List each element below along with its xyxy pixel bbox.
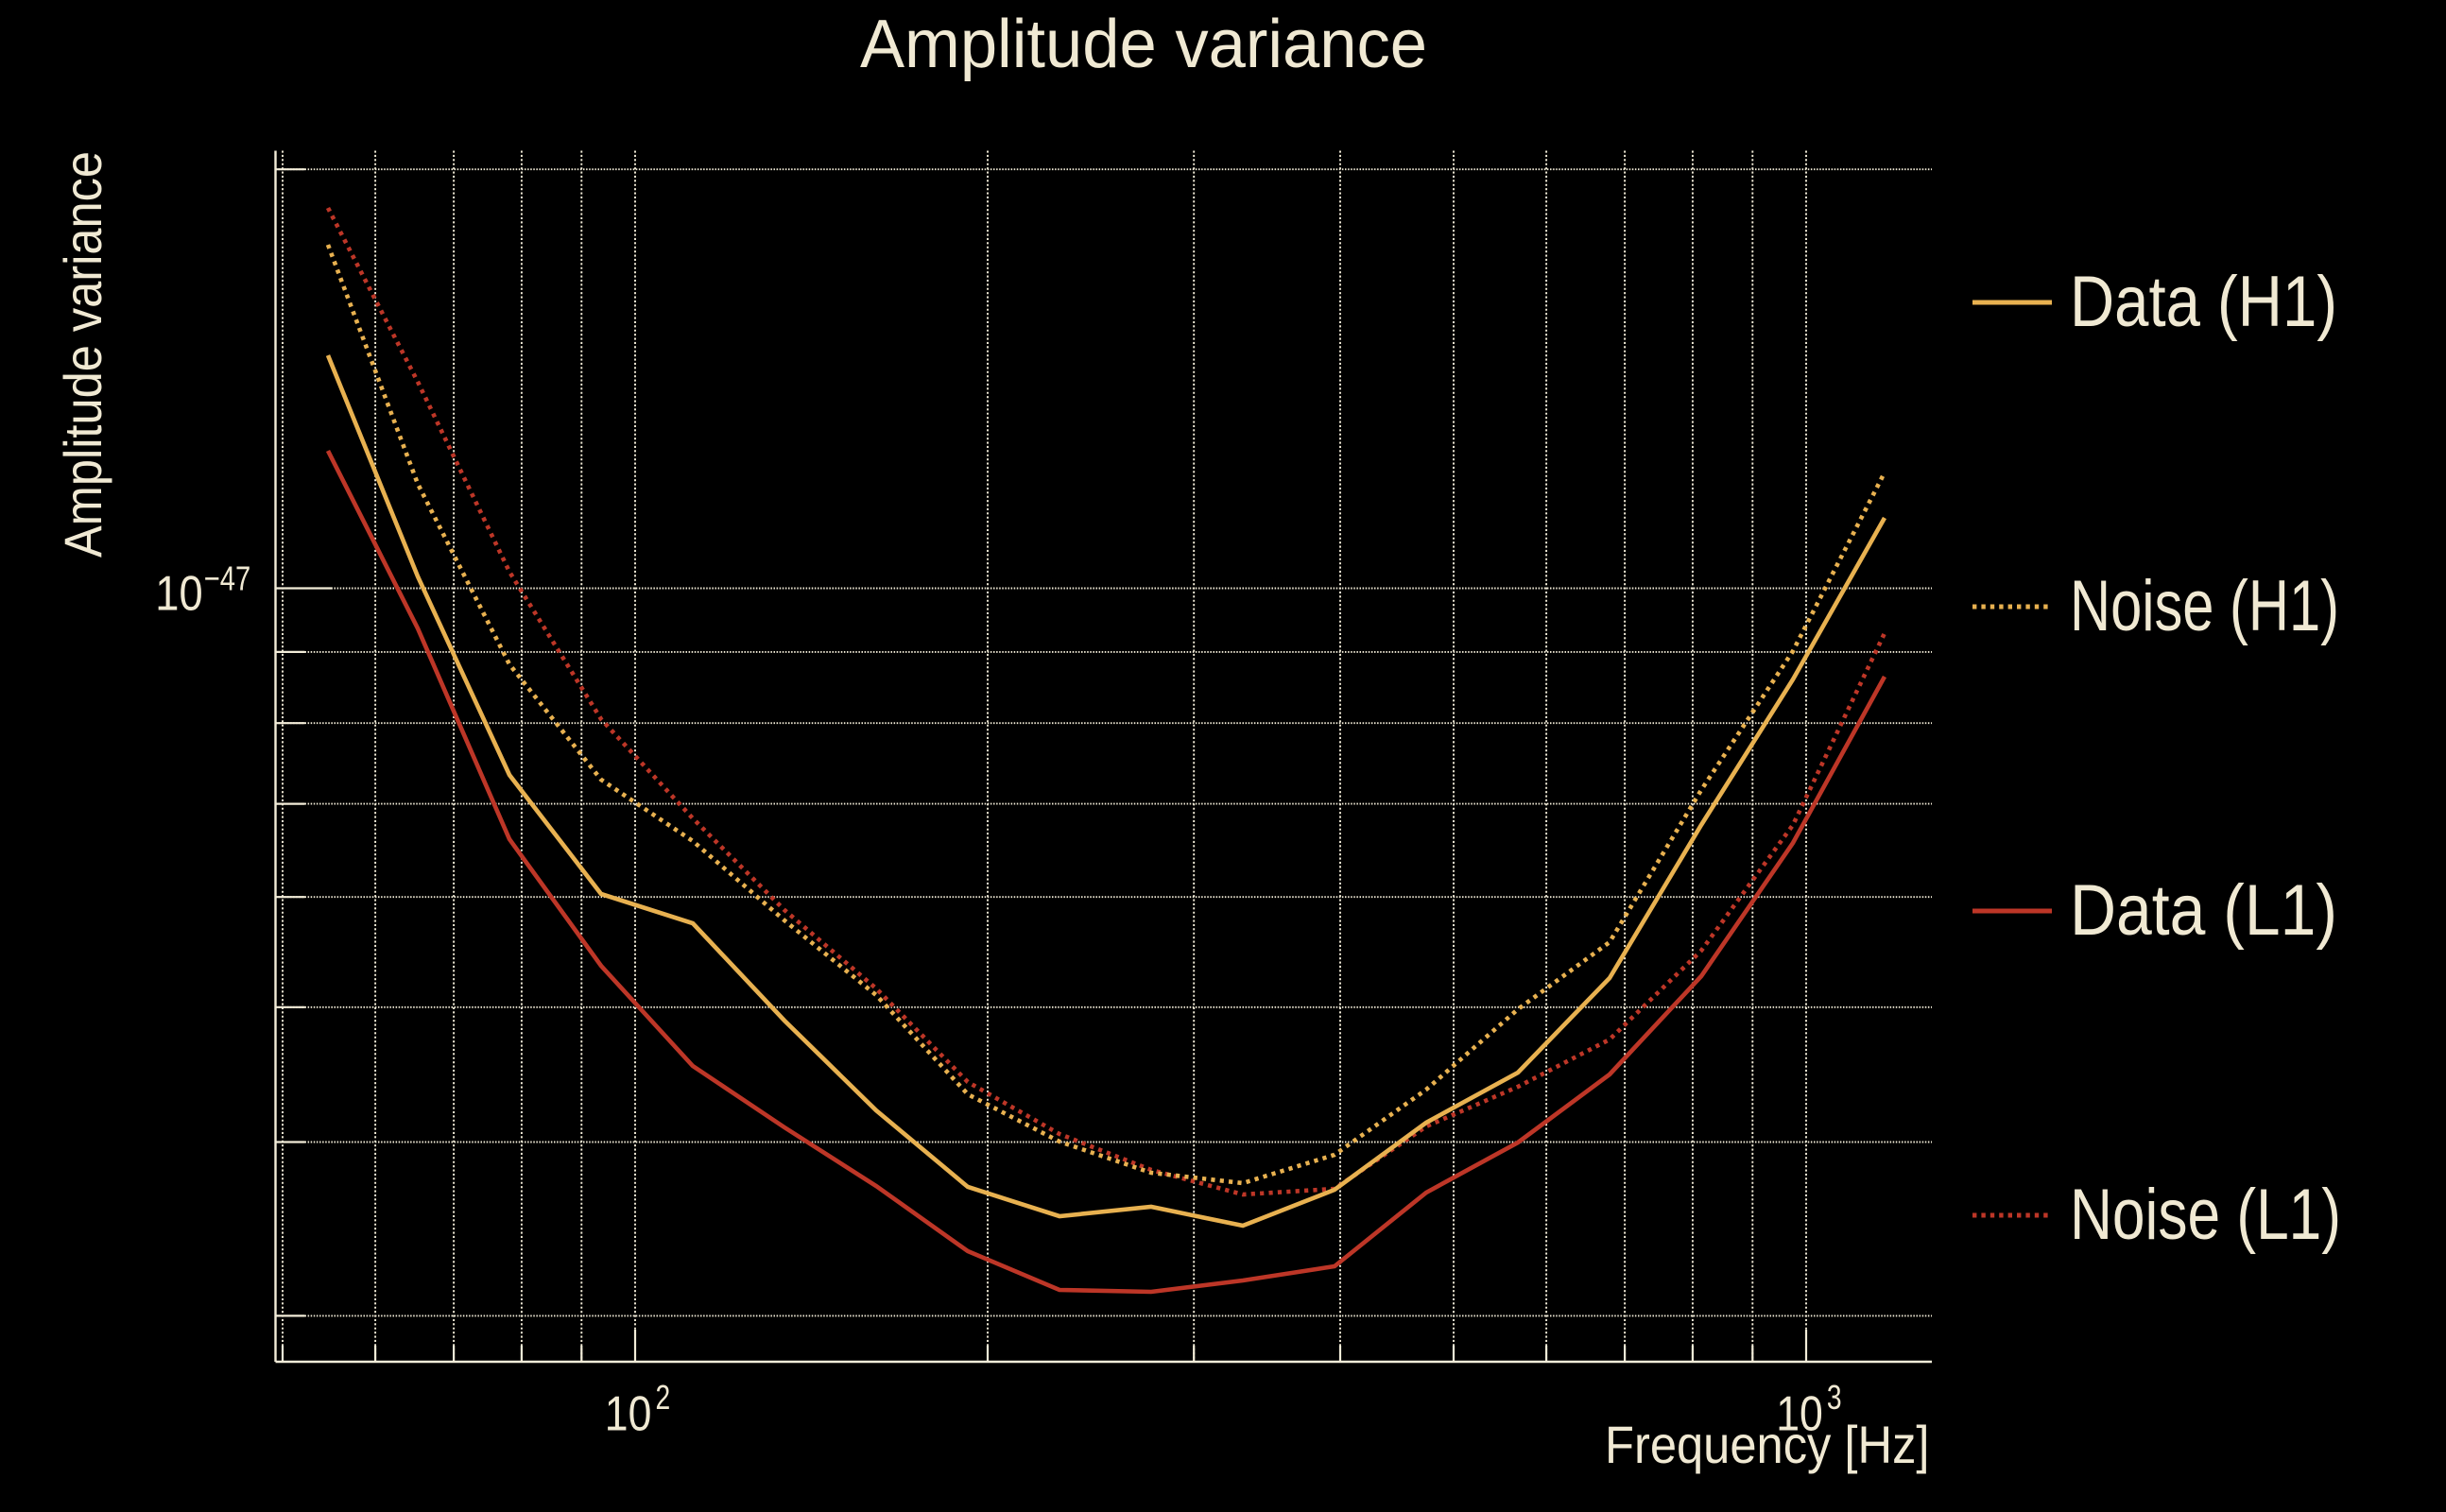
svg-text:3: 3: [1827, 1378, 1842, 1417]
svg-text:Noise (L1): Noise (L1): [2070, 1175, 2341, 1255]
svg-text:Data (L1): Data (L1): [2070, 870, 2337, 951]
svg-text:Noise (H1): Noise (H1): [2070, 566, 2339, 646]
svg-text:10: 10: [605, 1387, 652, 1442]
svg-text:Amplitude variance: Amplitude variance: [860, 7, 1427, 82]
svg-text:Frequency [Hz]: Frequency [Hz]: [1605, 1415, 1930, 1474]
svg-text:Data (H1): Data (H1): [2070, 262, 2337, 342]
svg-text:10: 10: [1776, 1387, 1823, 1442]
svg-text:10: 10: [155, 567, 202, 622]
svg-text:−47: −47: [204, 559, 251, 598]
svg-text:2: 2: [656, 1378, 671, 1417]
svg-text:Amplitude variance: Amplitude variance: [53, 151, 112, 558]
